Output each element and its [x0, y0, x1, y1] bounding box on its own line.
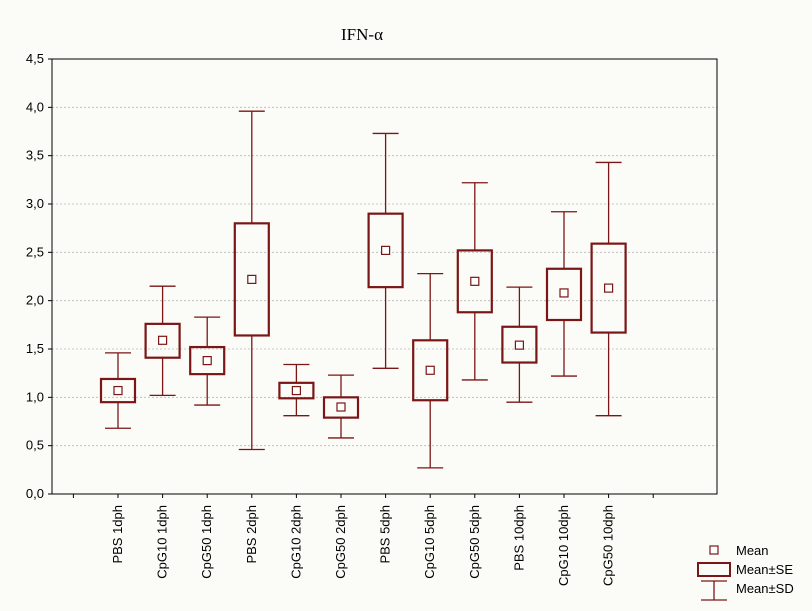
se-box: [233, 222, 270, 337]
mean-marker: [470, 276, 480, 286]
se-box: [412, 339, 449, 402]
mean-marker: [291, 385, 301, 396]
x-axis: PBS 1dph CpG10 1dph CpG50 1dph PBS 2dph CpG1…: [72, 494, 654, 586]
se-box: [456, 249, 493, 314]
category-group: [412, 272, 449, 469]
category-group: [278, 363, 315, 417]
mean-marker: [514, 340, 525, 350]
y-tick-label: 0,5: [26, 438, 44, 453]
category-group: [501, 286, 538, 403]
y-tick-label: 1,5: [26, 341, 44, 356]
chart-title: IFN-α: [341, 25, 383, 44]
category-group: [144, 285, 181, 397]
mean-marker: [113, 385, 123, 396]
x-category-label: CpG10 10dph: [556, 505, 571, 586]
y-tick-label: 4,0: [26, 99, 44, 114]
category-group: [233, 110, 270, 451]
x-category-label: CpG10 1dph: [155, 505, 170, 579]
x-category-label: PBS 2dph: [244, 505, 259, 564]
y-axis: 0,0 0,5 1,0 1,5 2,0 2,5 3,0 3,5 4,0 4,5: [26, 51, 52, 501]
legend-item-mean: Mean: [709, 543, 769, 558]
category-group: [367, 132, 404, 369]
category-group: [590, 161, 627, 417]
chart-marks: [99, 110, 627, 469]
mean-marker: [336, 402, 346, 412]
category-group: [545, 211, 583, 377]
se-box: [322, 396, 360, 419]
y-tick-label: 2,5: [26, 244, 44, 259]
category-group: [322, 374, 360, 439]
x-category-label: PBS 10dph: [511, 505, 526, 571]
x-category-label: PBS 1dph: [110, 505, 125, 564]
se-box: [367, 212, 404, 289]
x-category-label: CpG50 5dph: [467, 505, 482, 579]
se-box: [278, 381, 315, 400]
se-box: [144, 322, 181, 359]
y-tick-label: 0,0: [26, 486, 44, 501]
se-box: [189, 345, 226, 376]
y-tick-label: 4,5: [26, 51, 44, 66]
mean-marker: [381, 245, 391, 255]
legend-label-sd: Mean±SD: [736, 581, 794, 596]
mean-marker: [559, 288, 569, 298]
se-box: [99, 377, 137, 404]
x-category-label: CpG50 1dph: [199, 505, 214, 579]
legend-se-symbol: [697, 562, 731, 577]
legend: Mean Mean±SE Mean±SD: [697, 543, 794, 601]
x-category-label: CpG50 2dph: [333, 505, 348, 579]
se-box: [501, 325, 538, 364]
mean-marker: [202, 356, 212, 366]
category-group: [99, 352, 137, 429]
category-group: [189, 316, 226, 406]
x-category-label: CpG10 2dph: [288, 505, 303, 579]
y-tick-label: 1,0: [26, 389, 44, 404]
y-tick-label: 3,0: [26, 196, 44, 211]
mean-marker: [425, 365, 435, 375]
x-category-label: CpG50 10dph: [601, 505, 616, 586]
se-box: [590, 242, 627, 334]
mean-marker: [158, 335, 168, 345]
legend-label-mean: Mean: [736, 543, 769, 558]
legend-label-se: Mean±SE: [736, 562, 793, 577]
legend-item-se: Mean±SE: [697, 562, 793, 577]
y-tick-label: 2,0: [26, 293, 44, 308]
legend-mean-symbol: [709, 545, 719, 555]
legend-item-sd: Mean±SD: [701, 580, 794, 601]
y-tick-label: 3,5: [26, 148, 44, 163]
x-category-label: CpG10 5dph: [422, 505, 437, 579]
mean-marker: [247, 274, 257, 284]
mean-marker: [603, 283, 614, 293]
category-group: [456, 182, 493, 381]
plot-frame: [51, 58, 718, 495]
x-category-label: PBS 5dph: [378, 505, 393, 564]
se-box: [545, 267, 583, 322]
